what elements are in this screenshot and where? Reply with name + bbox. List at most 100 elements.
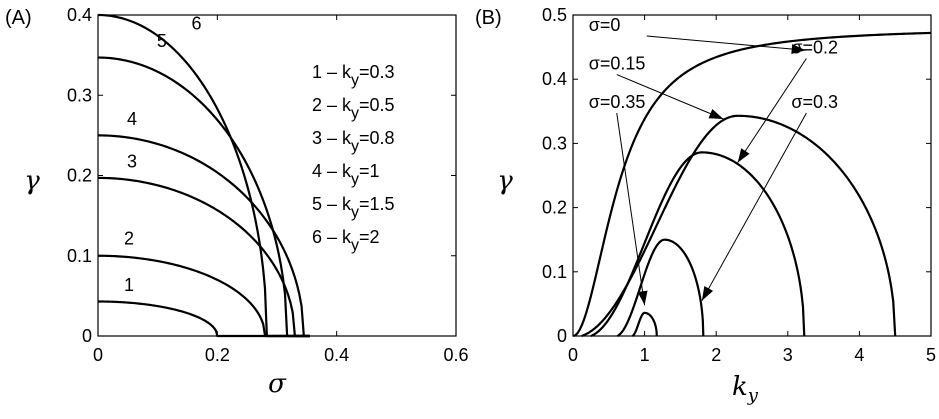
- panel-a-legend: 1 – ky=0.32 – ky=0.53 – ky=0.84 – ky=15 …: [312, 62, 395, 254]
- panel-a-x-axis-label: σ: [268, 369, 287, 399]
- annotation-label-0: σ=0: [589, 15, 621, 35]
- panel-a-plot-frame: [97, 14, 457, 337]
- annotation-label-2: σ=0.35: [589, 92, 646, 112]
- panel-a-curve-labels: 1 2 3 4 5 6: [124, 13, 201, 295]
- legend-entry-5: 5 – ky=1.5: [312, 194, 395, 221]
- curve-6: [97, 13, 310, 338]
- curve-1: [98, 300, 310, 338]
- x-tick-label: 2: [711, 345, 721, 365]
- legend-number: 5 –: [312, 194, 342, 214]
- curve-label-2: 2: [124, 229, 134, 249]
- legend-var: k: [342, 95, 352, 115]
- annotation-arrowhead-4: [701, 286, 714, 301]
- y-tick-label: 0.3: [67, 85, 92, 105]
- curve-label-4: 4: [127, 109, 137, 129]
- panel-b: (B) 0 1 2 3 4 5 0 0.1 0.2 0.3 0.4 0.5 σ=0 σ=0.15 σ=0.…: [475, 5, 936, 406]
- y-tick-label: 0.2: [542, 198, 567, 218]
- curve-sigma-3: [616, 238, 705, 337]
- curve-sigma-1: [581, 114, 897, 338]
- legend-number: 1 –: [312, 62, 342, 82]
- legend-var: k: [342, 161, 352, 181]
- panel-b-annotations: σ=0 σ=0.15 σ=0.35 σ=0.2 σ=0.3: [589, 15, 838, 306]
- panel-b-y-axis-label: γ: [497, 166, 513, 196]
- panel-b-label: (B): [475, 7, 502, 29]
- legend-var: k: [342, 62, 352, 82]
- curve-sigma-2: [590, 151, 806, 338]
- x-tick-label: 0: [93, 345, 103, 365]
- legend-var: k: [342, 194, 352, 214]
- panel-a-y-axis-label: γ: [24, 166, 40, 196]
- legend-sub: y: [351, 105, 359, 122]
- annotation-arrow-line-1: [616, 74, 724, 120]
- x-tick-label: 0.4: [324, 345, 349, 365]
- y-tick-label: 0.3: [542, 133, 567, 153]
- curve-sigma-4: [631, 311, 658, 338]
- x-tick-label: 0.6: [443, 345, 468, 365]
- legend-value: =1.5: [359, 194, 395, 214]
- legend-value: =0.8: [359, 128, 395, 148]
- curve-2: [98, 254, 310, 338]
- legend-sub: y: [351, 204, 359, 221]
- panel-b-ticks: 0 1 2 3 4 5 0 0.1 0.2 0.3 0.4 0.5: [542, 5, 936, 365]
- y-tick-label: 0.4: [67, 5, 92, 25]
- x-tick-label: 5: [926, 345, 936, 365]
- y-tick-label: 0: [82, 326, 92, 346]
- legend-sub: y: [351, 72, 359, 89]
- annotation-label-4: σ=0.3: [791, 92, 838, 112]
- panel-b-x-axis-label: ky: [732, 372, 759, 406]
- y-tick-label: 0.4: [542, 69, 567, 89]
- panel-a-ticks: 0 0.2 0.4 0.6 0 0.1 0.2 0.3 0.4: [67, 5, 469, 365]
- annotation-arrowhead-1: [708, 109, 724, 120]
- legend-sub: y: [351, 138, 359, 155]
- panel-b-x-axis-label-sub: y: [747, 385, 759, 406]
- curve-label-3: 3: [127, 151, 137, 171]
- annotation-arrowhead-2: [637, 290, 648, 306]
- panel-b-plot-frame: [572, 14, 932, 337]
- panel-b-curves: [572, 31, 932, 338]
- panel-a-curves: [97, 13, 310, 338]
- annotation-arrow-line-4: [701, 112, 807, 301]
- panel-b-x-axis-label-main: k: [732, 372, 748, 402]
- y-tick-label: 0.2: [67, 166, 92, 186]
- curve-5: [97, 56, 310, 338]
- x-tick-label: 0: [568, 345, 578, 365]
- curve-sigma-0: [572, 31, 932, 338]
- y-tick-label: 0.1: [542, 262, 567, 282]
- annotation-arrowhead-3: [737, 148, 750, 163]
- annotation-arrow-line-2: [616, 113, 646, 306]
- annotation-arrow-line-3: [737, 58, 807, 163]
- panel-a-label: (A): [5, 7, 32, 29]
- curve-label-6: 6: [191, 13, 201, 33]
- curve-label-5: 5: [157, 31, 167, 51]
- panel-a: (A) 0 0.2 0.4 0.6 0 0.1 0.2 0.3 0.4 1 2 3 4 5 6 1 – k…: [5, 5, 469, 399]
- annotation-arrowhead-0: [791, 44, 806, 55]
- y-tick-label: 0.5: [542, 5, 567, 25]
- legend-var: k: [342, 128, 352, 148]
- curve-label-1: 1: [124, 275, 134, 295]
- curve-3: [97, 176, 310, 338]
- y-tick-label: 0.1: [67, 246, 92, 266]
- legend-value: =2: [359, 227, 380, 247]
- x-tick-label: 0.2: [205, 345, 230, 365]
- legend-entry-3: 3 – ky=0.8: [312, 128, 395, 155]
- annotation-arrow-line-0: [646, 35, 806, 51]
- legend-entry-6: 6 – ky=2: [312, 227, 380, 254]
- legend-entry-4: 4 – ky=1: [312, 161, 380, 188]
- legend-entry-2: 2 – ky=0.5: [312, 95, 395, 122]
- annotation-label-1: σ=0.15: [589, 54, 646, 74]
- x-tick-label: 3: [783, 345, 793, 365]
- legend-number: 3 –: [312, 128, 342, 148]
- legend-entry-1: 1 – ky=0.3: [312, 62, 395, 89]
- legend-sub: y: [351, 171, 359, 188]
- legend-value: =1: [359, 161, 380, 181]
- legend-number: 2 –: [312, 95, 342, 115]
- legend-number: 4 –: [312, 161, 342, 181]
- legend-value: =0.5: [359, 95, 395, 115]
- legend-value: =0.3: [359, 62, 395, 82]
- annotation-label-3: σ=0.2: [791, 38, 838, 58]
- legend-number: 6 –: [312, 227, 342, 247]
- legend-sub: y: [351, 237, 359, 254]
- legend-var: k: [342, 227, 352, 247]
- x-tick-label: 1: [640, 345, 650, 365]
